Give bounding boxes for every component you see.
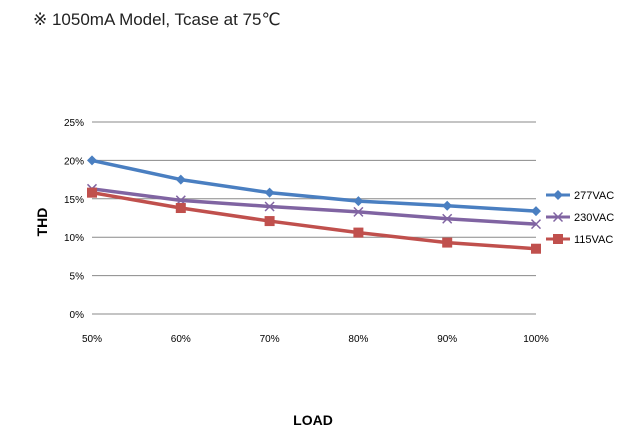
x-tick-label: 60% bbox=[171, 334, 191, 345]
data-point-277VAC bbox=[531, 206, 541, 217]
x-axis-title: LOAD bbox=[293, 412, 333, 428]
y-tick-label: 5% bbox=[70, 272, 85, 283]
legend-label: 277VAC bbox=[574, 190, 614, 202]
data-point-115VAC bbox=[353, 227, 364, 238]
gridlines bbox=[92, 121, 536, 315]
y-tick-label: 10% bbox=[64, 233, 84, 244]
data-point-277VAC bbox=[353, 196, 364, 207]
legend-label: 230VAC bbox=[574, 212, 614, 224]
data-point-115VAC bbox=[442, 237, 453, 248]
y-tick-label: 0% bbox=[70, 310, 85, 321]
legend: 277VAC 230VAC 115VAC bbox=[546, 190, 614, 246]
data-point-277VAC bbox=[175, 174, 186, 185]
x-tick-label: 80% bbox=[348, 334, 368, 345]
data-point-115VAC bbox=[175, 203, 186, 214]
data-point-230VAC bbox=[530, 219, 542, 230]
data-point-230VAC bbox=[264, 201, 275, 212]
data-point-277VAC bbox=[87, 155, 97, 166]
data-point-115VAC bbox=[87, 187, 97, 198]
data-point-277VAC bbox=[442, 200, 453, 211]
x-tick-label: 90% bbox=[437, 334, 457, 345]
series-line-277VAC bbox=[91, 158, 537, 213]
x-tick-label: 50% bbox=[82, 334, 102, 345]
x-tick-labels: 50% 60% 70% 80% 90% 100% bbox=[82, 334, 549, 345]
data-point-230VAC bbox=[442, 213, 453, 224]
x-tick-label: 100% bbox=[523, 334, 549, 345]
y-tick-labels: 0% 5% 10% 15% 20% 25% bbox=[64, 118, 84, 321]
series-line-230VAC bbox=[91, 187, 537, 226]
legend-marker-115VAC bbox=[553, 234, 563, 244]
y-tick-label: 25% bbox=[64, 118, 84, 129]
data-point-115VAC bbox=[531, 243, 541, 254]
data-point-115VAC bbox=[264, 216, 275, 227]
legend-label: 115VAC bbox=[574, 234, 613, 246]
x-tick-label: 70% bbox=[260, 334, 280, 345]
y-axis-title: THD bbox=[34, 208, 50, 237]
legend-marker-277VAC bbox=[553, 190, 563, 200]
series-line-115VAC bbox=[91, 190, 537, 251]
data-point-277VAC bbox=[264, 187, 275, 198]
y-tick-label: 20% bbox=[64, 156, 84, 167]
data-point-230VAC bbox=[353, 206, 364, 217]
series-layer bbox=[86, 155, 542, 254]
model-note: ※ 1050mA Model, Tcase at 75℃ bbox=[33, 10, 281, 29]
legend-marker-230VAC bbox=[552, 211, 564, 223]
y-tick-label: 15% bbox=[64, 195, 84, 206]
